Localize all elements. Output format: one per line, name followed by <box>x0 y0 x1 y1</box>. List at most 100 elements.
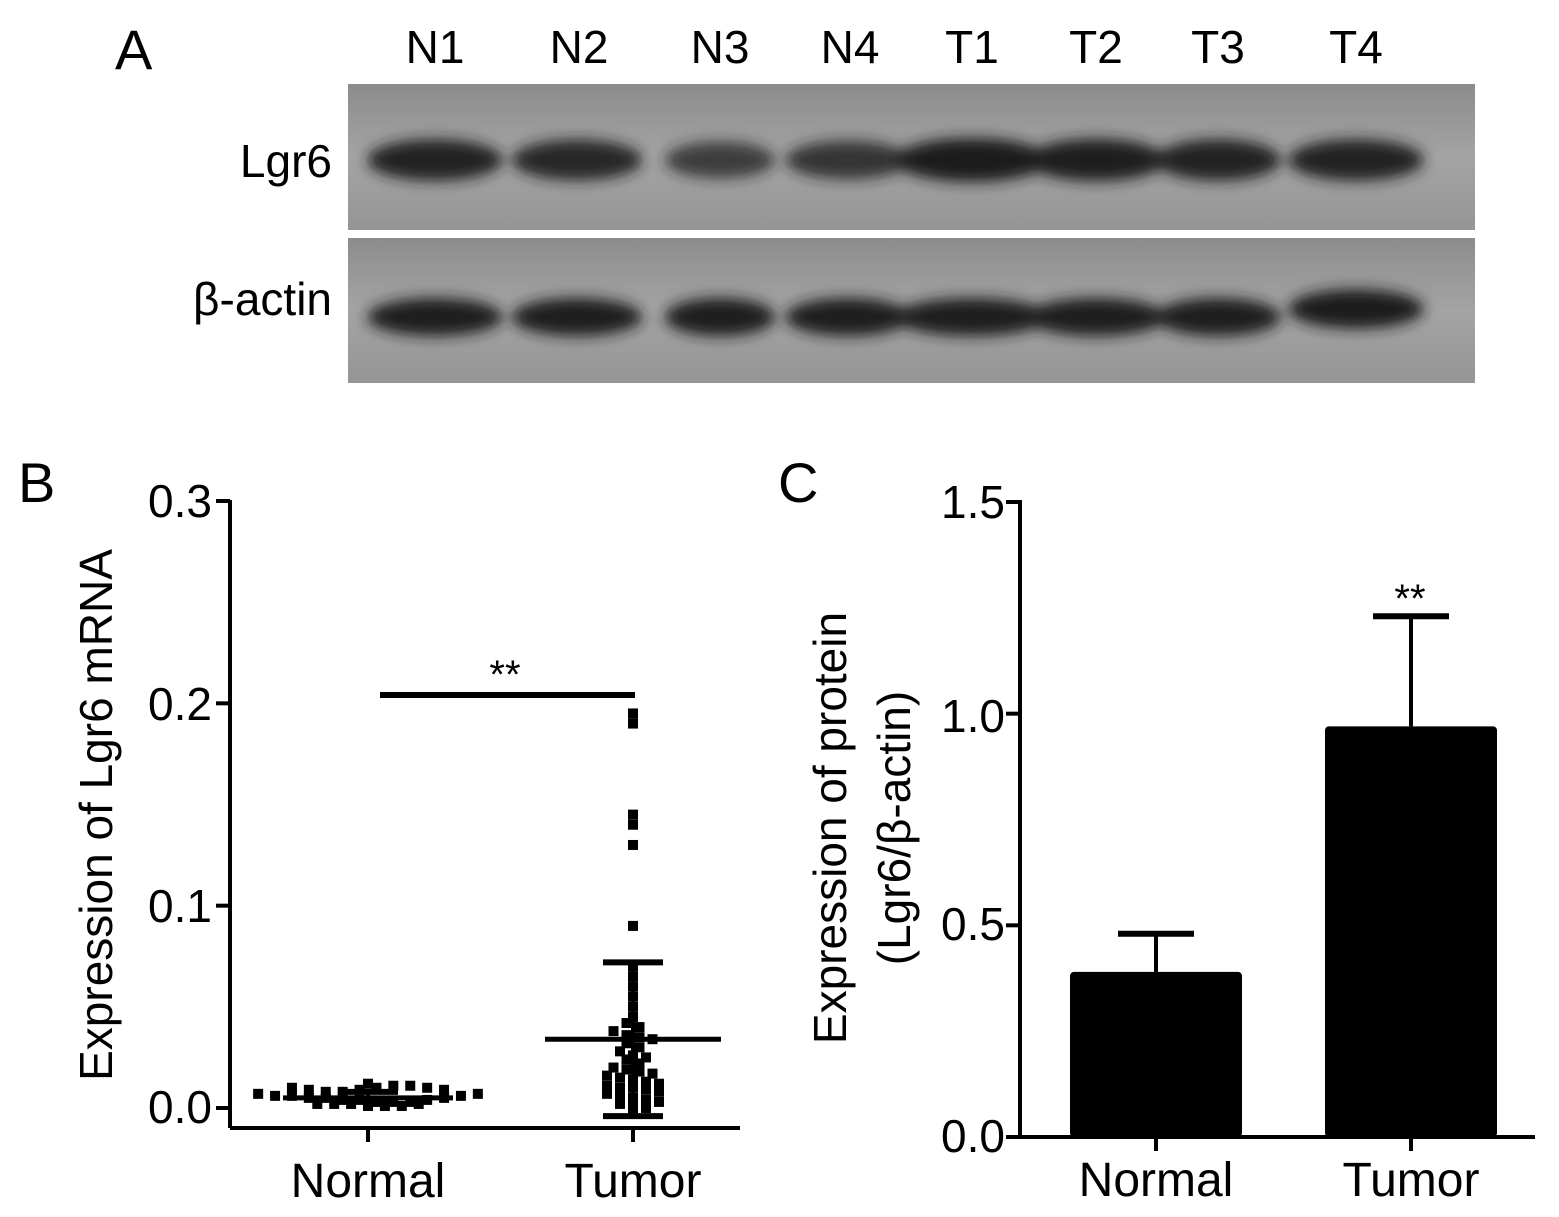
data-point <box>615 1082 625 1093</box>
significance-marker-b: ** <box>489 653 520 697</box>
data-point <box>634 1066 645 1077</box>
blot-band <box>664 297 776 337</box>
data-point <box>654 1078 664 1089</box>
data-point <box>621 1064 632 1075</box>
data-point <box>641 1076 651 1087</box>
y-tick-label: 0.0 <box>941 1110 1005 1162</box>
scatter-chart-mrna: Expression of Lgr6 mRNA 0.0 0.1 0.2 0.3 … <box>70 475 740 1208</box>
western-blot-image <box>348 84 1475 383</box>
bar-normal <box>1070 971 1242 1137</box>
blot-band <box>1288 139 1424 181</box>
data-point <box>615 1090 625 1101</box>
data-point <box>329 1098 340 1109</box>
blot-band <box>1155 297 1281 337</box>
lane-label-t1: T1 <box>945 21 999 73</box>
blot-band <box>511 139 643 181</box>
data-point <box>628 839 638 850</box>
blot-band <box>1288 289 1424 329</box>
blot-band <box>1025 297 1167 337</box>
data-point <box>621 1030 632 1041</box>
data-point <box>405 1080 416 1091</box>
y-tick-label: 0.0 <box>148 1081 212 1133</box>
data-point <box>608 1062 619 1073</box>
y-axis-label-protein-line2: (Lgr6/β-actin) <box>868 691 920 965</box>
data-point <box>615 1072 625 1083</box>
data-point <box>608 1026 619 1037</box>
y-tick-label: 1.0 <box>941 690 1005 742</box>
data-point <box>621 1018 632 1029</box>
data-point <box>312 1098 323 1109</box>
y-axis-label-mrna: Expression of Lgr6 mRNA <box>70 549 122 1081</box>
data-point <box>641 1094 651 1105</box>
data-point <box>396 1100 407 1111</box>
data-point <box>634 1042 645 1053</box>
data-point <box>628 809 638 820</box>
y-tick-label: 0.1 <box>148 880 212 932</box>
y-tick-label: 0.3 <box>148 475 212 527</box>
lane-label-t3: T3 <box>1191 21 1245 73</box>
data-point <box>654 1096 664 1107</box>
x-tick-label-normal: Normal <box>291 1155 446 1208</box>
bar-tumor <box>1325 726 1497 1137</box>
data-point <box>455 1090 466 1101</box>
lane-label-t4: T4 <box>1329 21 1383 73</box>
data-point <box>628 920 638 931</box>
y-axis-label-protein-line1: Expression of protein <box>804 612 856 1044</box>
data-point <box>628 819 638 830</box>
y-tick-label: 1.5 <box>941 476 1005 528</box>
data-point <box>253 1088 264 1099</box>
data-point <box>413 1098 424 1109</box>
data-point <box>602 1088 612 1099</box>
blot-band <box>785 140 911 180</box>
x-tick-label-tumor: Tumor <box>565 1155 702 1208</box>
y-tick-label: 0.5 <box>941 898 1005 950</box>
data-point <box>654 1086 664 1097</box>
y-tick-label: 0.2 <box>148 678 212 730</box>
x-tick-label-normal: Normal <box>1079 1154 1234 1207</box>
blot-band <box>785 297 911 337</box>
data-point <box>647 1068 658 1079</box>
blot-band <box>367 297 503 337</box>
data-point <box>472 1088 483 1099</box>
data-point <box>363 1078 373 1089</box>
panel-c-letter: C <box>778 451 819 514</box>
data-point <box>363 1100 373 1111</box>
data-point <box>371 1082 382 1093</box>
panel-b-letter: B <box>18 451 56 514</box>
data-point <box>346 1098 357 1109</box>
blot-band <box>664 141 776 179</box>
data-point <box>320 1086 331 1097</box>
data-point <box>641 1103 651 1113</box>
lane-label-n3: N3 <box>690 21 750 73</box>
data-point <box>602 1070 612 1081</box>
data-point <box>388 1080 399 1091</box>
lane-label-n4: N4 <box>820 21 880 73</box>
row-label-lgr6: Lgr6 <box>239 135 332 187</box>
data-point <box>286 1082 297 1093</box>
data-point <box>628 718 638 729</box>
lane-label-n1: N1 <box>405 21 465 73</box>
panel-a-letter: A <box>115 18 153 81</box>
row-label-beta-actin: β-actin <box>193 273 332 325</box>
blot-band <box>1155 139 1281 181</box>
data-point <box>634 1058 645 1069</box>
significance-marker-c: ** <box>1394 577 1425 621</box>
blot-band <box>894 297 1050 337</box>
lane-label-t2: T2 <box>1069 21 1123 73</box>
blot-band <box>511 297 643 337</box>
blot-band <box>367 139 503 181</box>
data-point <box>303 1084 314 1095</box>
blot-band <box>1025 138 1167 182</box>
data-point <box>628 708 638 719</box>
data-point <box>602 1080 612 1091</box>
data-point <box>641 1052 651 1063</box>
data-point <box>621 1038 632 1049</box>
data-point <box>270 1090 281 1101</box>
x-tick-label-tumor: Tumor <box>1343 1154 1480 1207</box>
data-point <box>615 1046 625 1057</box>
data-point <box>439 1084 450 1095</box>
blot-band <box>894 138 1050 182</box>
data-point <box>634 1022 645 1033</box>
data-point <box>615 1098 625 1109</box>
data-point <box>641 1084 651 1095</box>
